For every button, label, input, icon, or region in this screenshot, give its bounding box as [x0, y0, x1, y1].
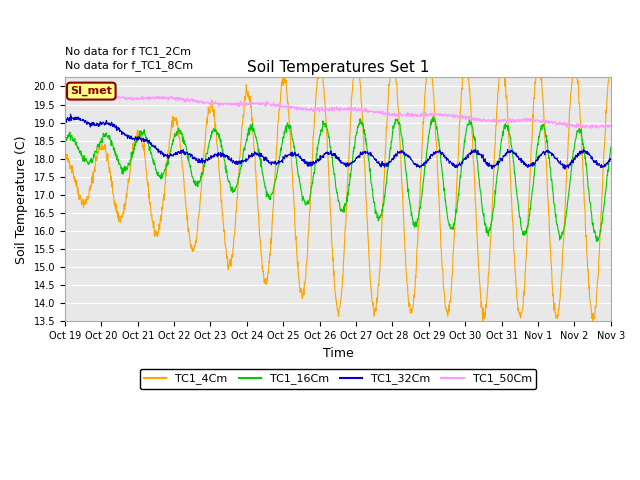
TC1_50Cm: [423, 112, 431, 118]
TC1_50Cm: [183, 97, 191, 103]
TC1_50Cm: [69, 87, 77, 93]
TC1_32Cm: [244, 157, 252, 163]
TC1_32Cm: [494, 162, 502, 168]
TC1_4Cm: [423, 70, 431, 75]
Legend: TC1_4Cm, TC1_16Cm, TC1_32Cm, TC1_50Cm: TC1_4Cm, TC1_16Cm, TC1_32Cm, TC1_50Cm: [140, 369, 536, 389]
TC1_16Cm: [244, 131, 252, 137]
TC1_32Cm: [170, 152, 177, 157]
TC1_16Cm: [61, 136, 68, 142]
TC1_16Cm: [169, 137, 177, 143]
TC1_16Cm: [429, 114, 437, 120]
Text: No data for f TC1_2Cm: No data for f TC1_2Cm: [65, 46, 191, 57]
Title: Soil Temperatures Set 1: Soil Temperatures Set 1: [246, 60, 429, 75]
TC1_4Cm: [495, 83, 502, 88]
TC1_50Cm: [170, 96, 177, 101]
TC1_16Cm: [543, 133, 550, 139]
TC1_32Cm: [183, 150, 191, 156]
X-axis label: Time: Time: [323, 347, 353, 360]
TC1_4Cm: [353, 51, 360, 57]
TC1_16Cm: [607, 144, 614, 150]
TC1_16Cm: [422, 151, 430, 157]
TC1_50Cm: [244, 102, 252, 108]
TC1_32Cm: [543, 148, 550, 154]
Line: TC1_4Cm: TC1_4Cm: [65, 54, 611, 321]
Text: No data for f_TC1_8Cm: No data for f_TC1_8Cm: [65, 60, 193, 72]
TC1_50Cm: [543, 117, 550, 123]
TC1_4Cm: [479, 318, 486, 324]
TC1_50Cm: [61, 89, 68, 95]
TC1_4Cm: [169, 124, 177, 130]
TC1_16Cm: [593, 239, 600, 244]
TC1_16Cm: [182, 144, 190, 150]
TC1_16Cm: [494, 165, 502, 170]
TC1_32Cm: [61, 119, 68, 125]
TC1_32Cm: [67, 111, 74, 117]
TC1_4Cm: [61, 155, 68, 160]
TC1_50Cm: [607, 122, 614, 128]
TC1_4Cm: [182, 207, 190, 213]
Line: TC1_50Cm: TC1_50Cm: [65, 90, 611, 128]
TC1_32Cm: [607, 156, 614, 162]
TC1_4Cm: [607, 62, 614, 68]
TC1_32Cm: [561, 166, 569, 172]
Text: SI_met: SI_met: [70, 86, 112, 96]
TC1_32Cm: [423, 159, 431, 165]
TC1_4Cm: [543, 167, 550, 173]
TC1_50Cm: [586, 125, 594, 131]
Line: TC1_16Cm: TC1_16Cm: [65, 117, 611, 241]
TC1_50Cm: [494, 117, 502, 123]
TC1_4Cm: [244, 92, 252, 97]
Y-axis label: Soil Temperature (C): Soil Temperature (C): [15, 135, 28, 264]
Line: TC1_32Cm: TC1_32Cm: [65, 114, 611, 169]
